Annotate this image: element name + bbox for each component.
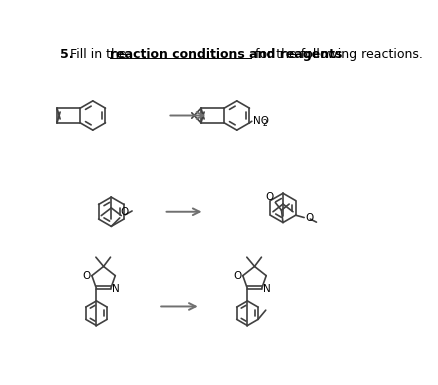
Text: N: N [112, 284, 120, 294]
Text: O: O [120, 207, 129, 217]
Text: O: O [233, 271, 241, 281]
Text: NO: NO [253, 116, 268, 126]
Text: O: O [305, 213, 313, 223]
Text: 5.: 5. [60, 48, 73, 61]
Text: reaction conditions and reagents: reaction conditions and reagents [110, 48, 342, 61]
Text: 2: 2 [262, 119, 267, 128]
Text: O: O [265, 192, 274, 202]
Text: O: O [82, 271, 90, 281]
Text: for the following reactions.: for the following reactions. [251, 48, 423, 61]
Text: N: N [263, 284, 271, 294]
Text: Fill in the: Fill in the [70, 48, 131, 61]
